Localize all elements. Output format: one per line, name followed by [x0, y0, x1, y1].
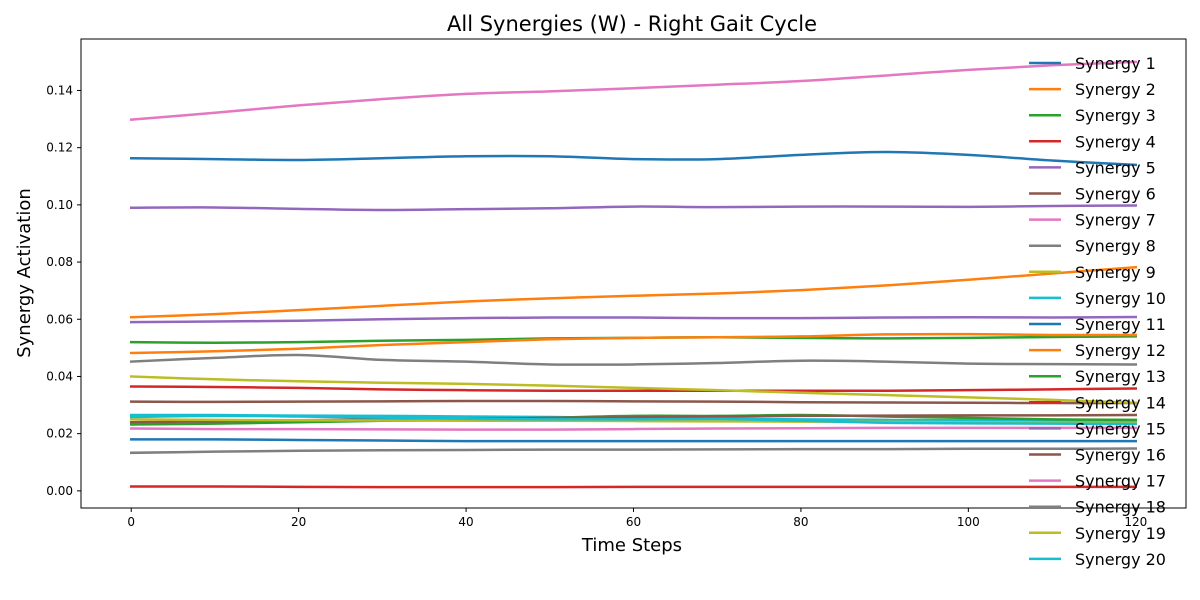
y-tick-label: 0.02 — [46, 427, 73, 441]
legend-label: Synergy 17 — [1075, 472, 1166, 491]
legend-item: Synergy 13 — [1029, 367, 1166, 386]
x-tick-label: 0 — [127, 515, 135, 529]
legend-label: Synergy 12 — [1075, 341, 1166, 360]
series-line-2 — [129, 265, 1138, 319]
x-tick-label: 80 — [793, 515, 808, 529]
legend-label: Synergy 11 — [1075, 315, 1166, 334]
legend-item: Synergy 18 — [1029, 498, 1166, 517]
legend-item: Synergy 16 — [1029, 446, 1166, 465]
legend-item: Synergy 3 — [1029, 106, 1156, 125]
legend: Synergy 1 Synergy 2 Synergy 3 Synergy 4 Syne… — [1029, 54, 1166, 569]
legend-label: Synergy 1 — [1075, 54, 1156, 73]
series-line-18 — [129, 447, 1138, 455]
legend-label: Synergy 7 — [1075, 211, 1156, 230]
legend-item: Synergy 20 — [1029, 550, 1166, 569]
series-line-12 — [129, 332, 1138, 355]
legend-item: Synergy 4 — [1029, 132, 1156, 151]
series-line-1 — [129, 150, 1138, 167]
legend-item: Synergy 17 — [1029, 472, 1166, 491]
series-line-14 — [129, 485, 1138, 489]
x-axis: 0 20 40 60 80 100 120 — [127, 508, 1147, 529]
plot-lines — [129, 60, 1138, 489]
series-line-4 — [129, 385, 1138, 393]
legend-item: Synergy 12 — [1029, 341, 1166, 360]
series-line-9 — [129, 375, 1138, 405]
series-line-6 — [129, 399, 1138, 405]
x-tick-label: 40 — [458, 515, 473, 529]
chart-title: All Synergies (W) - Right Gait Cycle — [447, 12, 817, 36]
legend-label: Synergy 9 — [1075, 263, 1156, 282]
y-axis: 0.00 0.02 0.04 0.06 0.08 0.10 0.12 0.14 — [46, 83, 81, 498]
series-line-17 — [129, 426, 1138, 431]
legend-label: Synergy 15 — [1075, 419, 1166, 438]
legend-label: Synergy 10 — [1075, 289, 1166, 308]
series-line-7 — [129, 60, 1138, 121]
legend-label: Synergy 14 — [1075, 393, 1166, 412]
x-tick-label: 120 — [1124, 515, 1147, 529]
series-line-11 — [129, 438, 1138, 443]
legend-label: Synergy 20 — [1075, 550, 1166, 569]
x-tick-label: 100 — [957, 515, 980, 529]
legend-item: Synergy 5 — [1029, 158, 1156, 177]
y-tick-label: 0.12 — [46, 141, 73, 155]
x-tick-label: 60 — [626, 515, 641, 529]
legend-label: Synergy 16 — [1075, 446, 1166, 465]
legend-item: Synergy 10 — [1029, 289, 1166, 308]
legend-label: Synergy 8 — [1075, 237, 1156, 256]
series-line-20 — [129, 414, 1138, 426]
legend-label: Synergy 5 — [1075, 158, 1156, 177]
legend-item: Synergy 14 — [1029, 393, 1166, 412]
series-line-8 — [129, 353, 1138, 366]
legend-label: Synergy 13 — [1075, 367, 1166, 386]
series-line-15 — [129, 315, 1138, 324]
y-tick-label: 0.14 — [46, 83, 73, 97]
legend-item: Synergy 9 — [1029, 263, 1156, 282]
x-tick-label: 20 — [291, 515, 306, 529]
legend-label: Synergy 19 — [1075, 524, 1166, 543]
legend-item: Synergy 8 — [1029, 237, 1156, 256]
y-tick-label: 0.10 — [46, 198, 73, 212]
legend-item: Synergy 1 — [1029, 54, 1156, 73]
legend-item: Synergy 6 — [1029, 185, 1156, 204]
legend-item: Synergy 7 — [1029, 211, 1156, 230]
legend-item: Synergy 11 — [1029, 315, 1166, 334]
y-tick-label: 0.04 — [46, 369, 73, 383]
series-line-5 — [129, 204, 1138, 212]
y-tick-label: 0.08 — [46, 255, 73, 269]
y-tick-label: 0.06 — [46, 312, 73, 326]
legend-item: Synergy 15 — [1029, 419, 1166, 438]
legend-item: Synergy 19 — [1029, 524, 1166, 543]
legend-label: Synergy 3 — [1075, 106, 1156, 125]
y-tick-label: 0.00 — [46, 484, 73, 498]
legend-label: Synergy 4 — [1075, 132, 1156, 151]
legend-label: Synergy 2 — [1075, 80, 1156, 99]
legend-label: Synergy 6 — [1075, 185, 1156, 204]
series-line-13 — [129, 413, 1138, 426]
legend-item: Synergy 2 — [1029, 80, 1156, 99]
legend-label: Synergy 18 — [1075, 498, 1166, 517]
y-axis-title: Synergy Activation — [14, 188, 35, 358]
x-axis-title: Time Steps — [581, 535, 682, 556]
